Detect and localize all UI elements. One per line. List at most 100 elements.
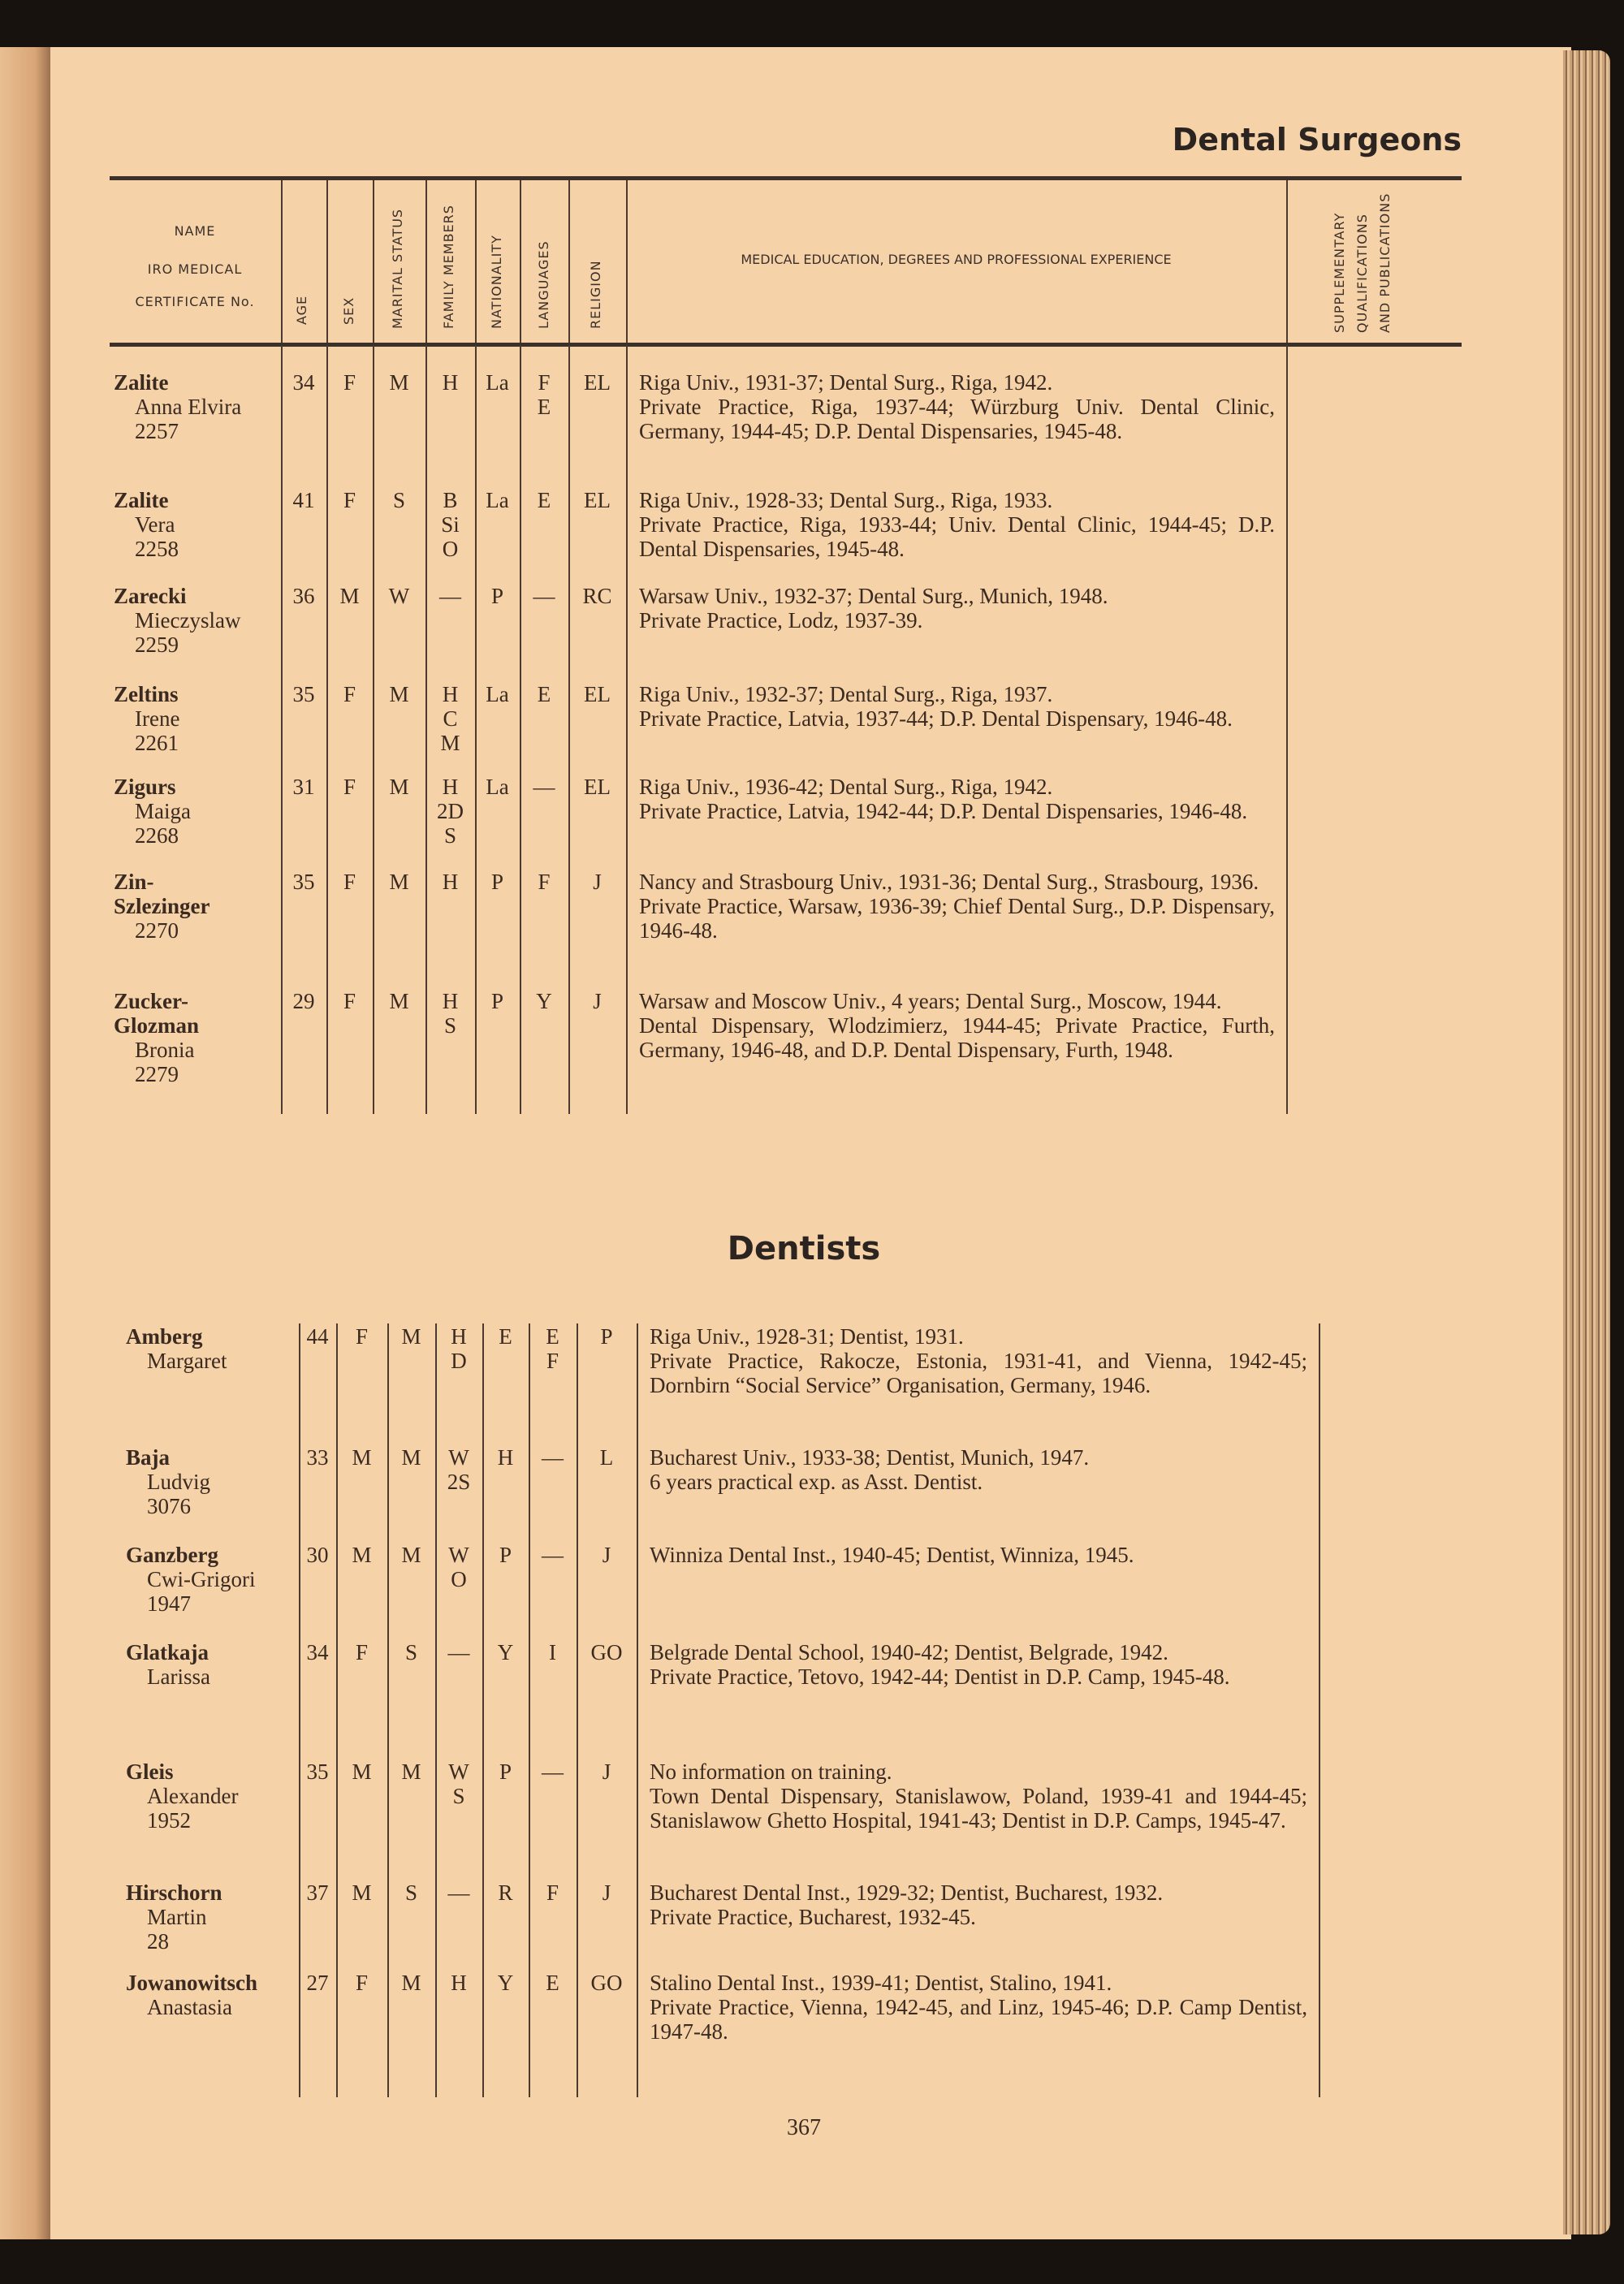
languages-cell: — [529, 1543, 577, 1567]
experience-paragraph: Private Practice, Tetovo, 1942-44; Denti… [650, 1664, 1230, 1689]
name-cell: Zucker- Glozman Bronia 2279 [114, 989, 281, 1086]
column-divider [281, 345, 283, 1114]
marital-cell: M [373, 370, 425, 395]
sex-value: F [343, 488, 356, 512]
age-cell: 29 [281, 989, 326, 1013]
sex-value: M [352, 1880, 372, 1905]
family-value: W [448, 1759, 469, 1784]
languages-value: — [533, 775, 555, 799]
age-value: 33 [306, 1445, 329, 1470]
certificate-number: 2258 [135, 537, 179, 561]
name-cell: Jowanowitsch Anastasia [126, 1971, 299, 2019]
given-name: Anastasia [147, 1995, 232, 2019]
sex-value: M [352, 1759, 372, 1784]
experience-paragraph: Private Practice, Rakocze, Estonia, 1931… [650, 1349, 1307, 1397]
family-value: S [443, 823, 457, 848]
header-supp-2: QUALIFICATIONS [1354, 214, 1370, 333]
header-name: NAME [174, 223, 216, 239]
family-cell: — [425, 584, 475, 608]
experience-cell: Belgrade Dental School, 1940-42; Dentist… [650, 1640, 1307, 1689]
family-value: H [442, 682, 459, 706]
sex-value: F [343, 989, 356, 1013]
experience-paragraph: Stalino Dental Inst., 1939-41; Dentist, … [650, 1971, 1112, 1995]
age-value: 31 [292, 775, 315, 799]
marital-cell: M [387, 1759, 435, 1784]
experience-paragraph: Private Practice, Latvia, 1942-44; D.P. … [639, 799, 1248, 823]
languages-value: E [537, 395, 551, 419]
given-name: Margaret [147, 1349, 227, 1373]
marital-cell: S [387, 1880, 435, 1905]
family-value: H [442, 989, 459, 1013]
sex-value: M [352, 1445, 372, 1470]
age-cell: 35 [281, 682, 326, 706]
languages-value: E [537, 488, 551, 512]
religion-cell: EL [568, 370, 626, 395]
languages-cell: E [529, 1971, 577, 1995]
family-value: S [452, 1784, 465, 1808]
age-value: 41 [292, 488, 315, 512]
experience-paragraph: Bucharest Univ., 1933-38; Dentist, Munic… [650, 1445, 1090, 1470]
header-column-divider [520, 180, 521, 343]
certificate-number: 2268 [135, 823, 179, 848]
family-value: — [447, 1880, 470, 1905]
column-divider [425, 345, 427, 1114]
surname: Hirschorn [126, 1880, 222, 1905]
header-family: FAMILY MEMBERS [441, 205, 456, 329]
sex-cell: F [336, 1971, 387, 1995]
column-divider [435, 1323, 437, 2097]
column-divider [387, 1323, 389, 2097]
family-value: B [443, 488, 458, 512]
sex-value: F [355, 1971, 369, 1995]
age-cell: 34 [281, 370, 326, 395]
family-value: S [443, 1013, 457, 1038]
nationality-value: R [498, 1880, 513, 1905]
surname: Glatkaja [126, 1640, 209, 1664]
name-cell: Gleis Alexander 1952 [126, 1759, 299, 1833]
header-cert: CERTIFICATE No. [135, 294, 255, 309]
marital-value: M [401, 1759, 421, 1784]
marital-cell: W [373, 584, 425, 608]
surname: Zalite [114, 488, 169, 512]
experience-cell: Riga Univ., 1936-42; Dental Surg., Riga,… [639, 775, 1275, 823]
family-value: — [439, 584, 461, 608]
header-religion: RELIGION [588, 260, 603, 329]
given-name: Bronia [135, 1038, 195, 1062]
languages-value: I [549, 1640, 556, 1664]
certificate-number: 1947 [147, 1591, 191, 1616]
religion-value: EL [584, 370, 611, 395]
sex-cell: M [326, 584, 373, 608]
header-iro: IRO MEDICAL [147, 261, 243, 277]
nationality-value: H [497, 1445, 514, 1470]
religion-value: J [602, 1543, 611, 1567]
sex-cell: M [336, 1543, 387, 1567]
sex-value: M [352, 1543, 372, 1567]
nationality-value: La [486, 682, 509, 706]
languages-value: E [546, 1971, 559, 1995]
experience-paragraph: Private Practice, Vienna, 1942-45, and L… [650, 1995, 1307, 2044]
sex-value: M [339, 584, 360, 608]
experience-paragraph: Nancy and Strasbourg Univ., 1931-36; Den… [639, 870, 1259, 894]
experience-paragraph: Riga Univ., 1931-37; Dental Surg., Riga,… [639, 370, 1053, 395]
header-supp-1: SUPPLEMENTARY [1332, 212, 1347, 333]
religion-cell: P [577, 1324, 637, 1349]
experience-cell: Warsaw Univ., 1932-37; Dental Surg., Mun… [639, 584, 1275, 633]
marital-value: S [404, 1880, 418, 1905]
column-divider [1286, 345, 1288, 1114]
sex-cell: F [326, 370, 373, 395]
age-value: 37 [306, 1880, 329, 1905]
surname: Zarecki [114, 584, 187, 608]
nationality-value: La [486, 775, 509, 799]
religion-cell: RC [568, 584, 626, 608]
surname: Jowanowitsch [126, 1971, 258, 1995]
family-value: W [448, 1445, 469, 1470]
header-column-divider [626, 180, 628, 343]
marital-cell: M [387, 1324, 435, 1349]
nationality-cell: R [482, 1880, 529, 1905]
religion-value: RC [582, 584, 612, 608]
religion-value: P [600, 1324, 613, 1349]
